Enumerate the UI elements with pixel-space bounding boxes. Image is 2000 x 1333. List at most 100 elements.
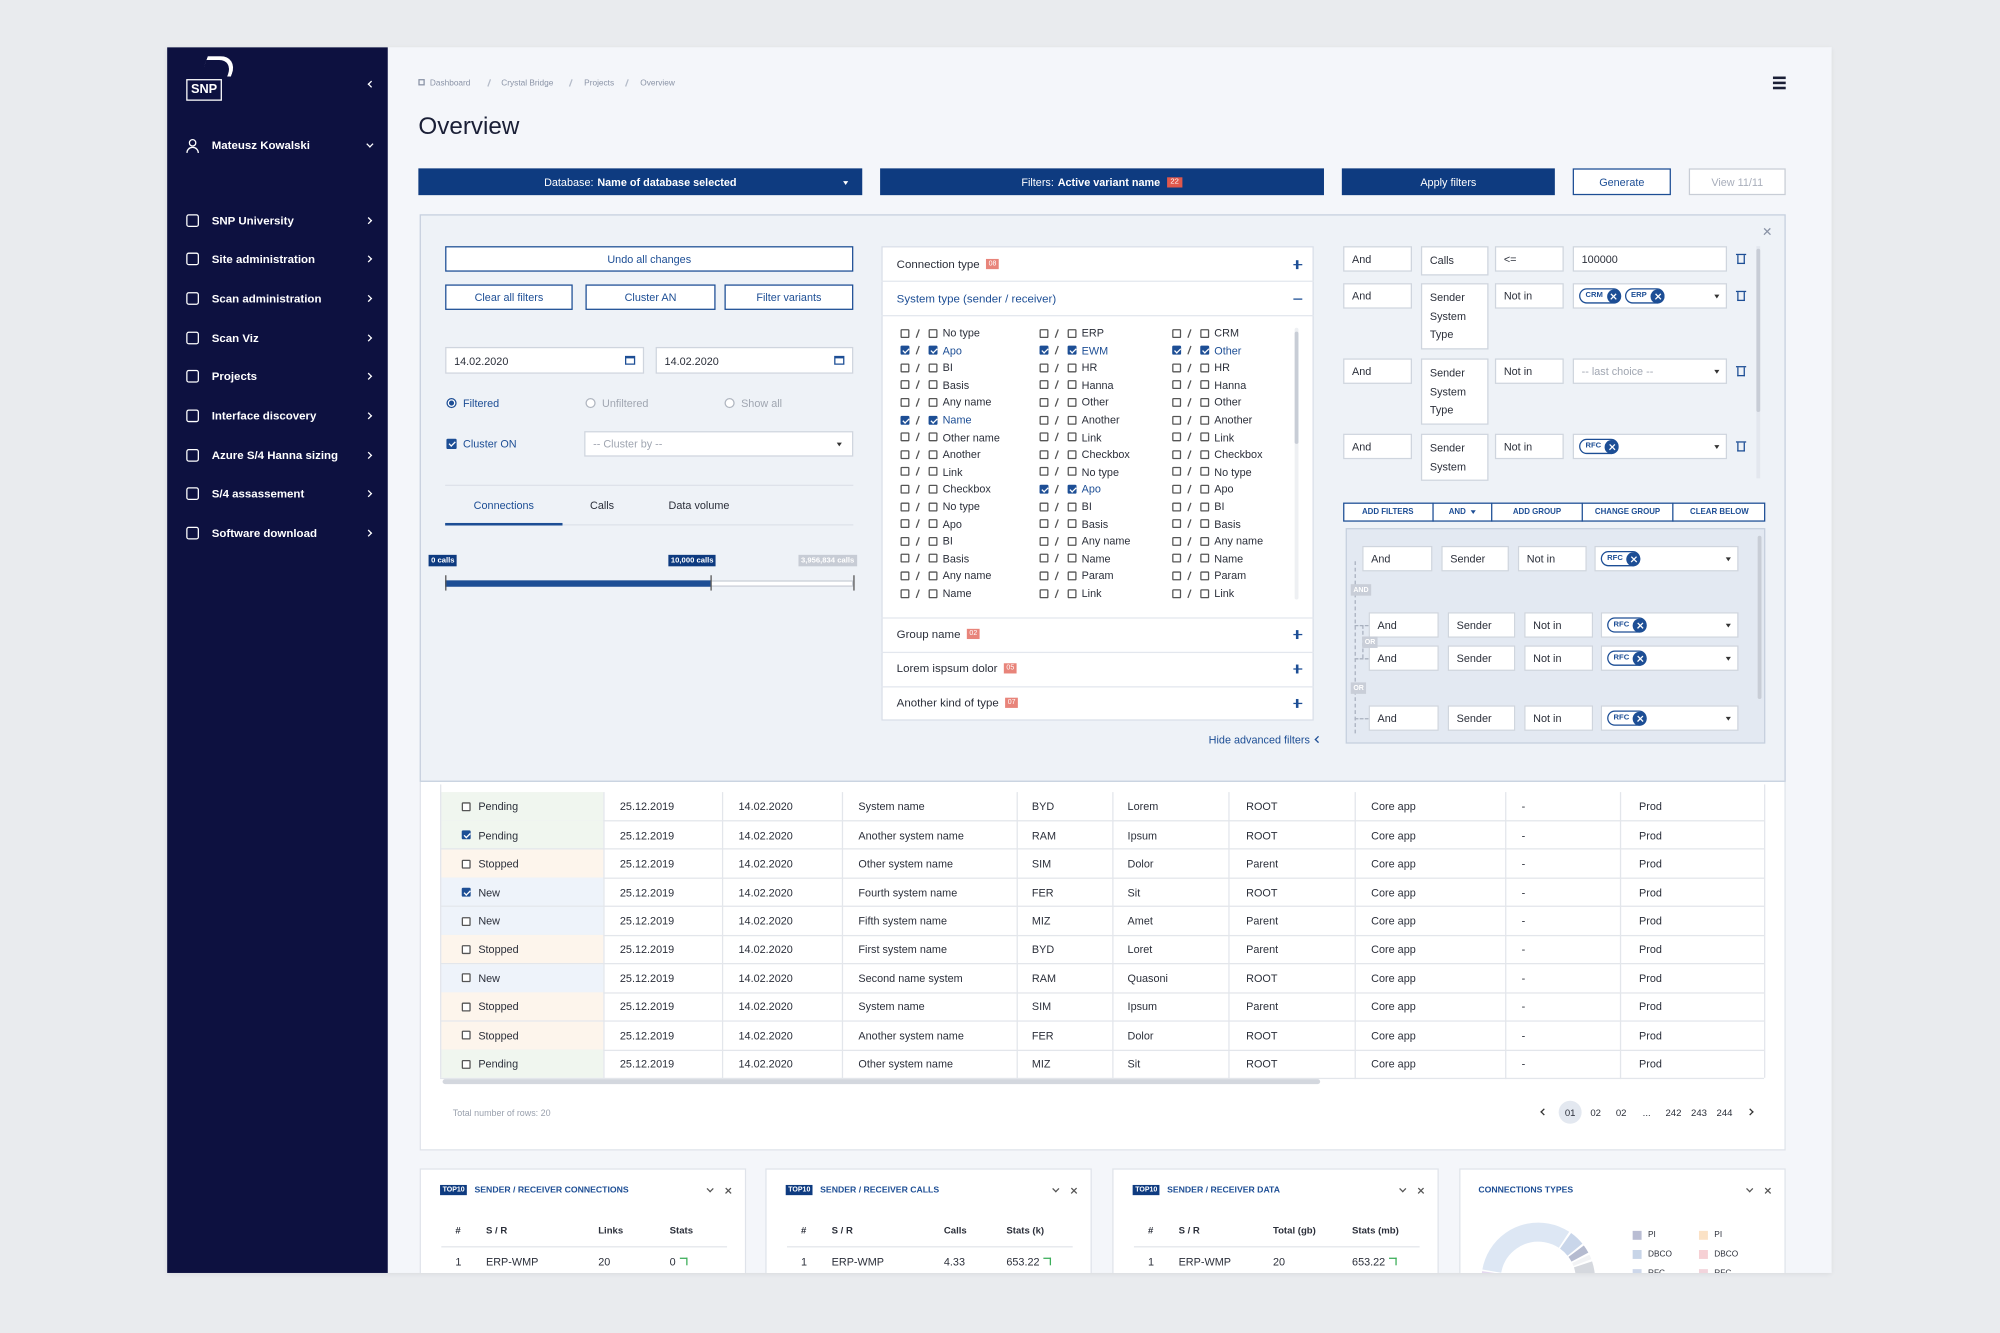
- checkbox[interactable]: [900, 380, 910, 390]
- checkbox[interactable]: [900, 484, 910, 494]
- menu-item[interactable]: Site administration: [211, 252, 316, 266]
- radio[interactable]: [585, 397, 596, 409]
- checkbox[interactable]: [900, 553, 910, 563]
- menu-item[interactable]: Scan Viz: [211, 331, 259, 345]
- undo-button[interactable]: Undo all changes: [445, 246, 854, 272]
- checkbox[interactable]: [1200, 553, 1210, 563]
- filter-action-button[interactable]: Filter variants: [724, 284, 854, 310]
- checkbox[interactable]: [928, 328, 938, 338]
- group-value[interactable]: RFC: [1600, 612, 1739, 638]
- rule-value[interactable]: CRM ERP: [1572, 283, 1728, 309]
- checkbox[interactable]: [1039, 432, 1049, 442]
- rule-join[interactable]: And: [1343, 433, 1412, 460]
- filter-action-button[interactable]: Cluster AN: [585, 284, 716, 310]
- group-operator[interactable]: Not in: [1517, 545, 1587, 572]
- filters-button[interactable]: Filters: Active variant name 22: [880, 168, 1324, 196]
- checkbox[interactable]: [928, 363, 938, 373]
- rule-field[interactable]: Sender System Type: [1420, 283, 1489, 349]
- checkbox[interactable]: [1200, 380, 1210, 390]
- checkbox[interactable]: [1039, 571, 1049, 581]
- checkbox[interactable]: [1200, 397, 1210, 407]
- rule-field[interactable]: Sender System Type: [1420, 358, 1489, 425]
- breadcrumb-item[interactable]: Overview: [640, 78, 675, 88]
- checkbox[interactable]: [900, 501, 910, 511]
- group-field[interactable]: Sender: [1447, 705, 1516, 731]
- checkbox[interactable]: [928, 536, 938, 546]
- menu-item[interactable]: Software download: [211, 526, 317, 540]
- rule-value[interactable]: -- last choice --: [1572, 358, 1728, 384]
- group-field[interactable]: Sender: [1447, 612, 1516, 638]
- checkbox[interactable]: [900, 449, 910, 459]
- checkbox[interactable]: [1200, 432, 1210, 442]
- checkbox[interactable]: [928, 571, 938, 581]
- database-button[interactable]: Database: Name of database selected: [418, 168, 863, 196]
- group-join[interactable]: And: [1368, 612, 1439, 638]
- delete-icon[interactable]: [1737, 442, 1745, 452]
- filter-action-button[interactable]: Clear all filters: [445, 284, 573, 310]
- rule-operator[interactable]: Not in: [1494, 283, 1564, 309]
- checkbox[interactable]: [461, 1030, 471, 1040]
- menu-item[interactable]: Projects: [211, 369, 258, 383]
- group-value[interactable]: RFC: [1600, 705, 1739, 731]
- breadcrumb-item[interactable]: Crystal Bridge: [501, 78, 554, 88]
- page-link[interactable]: 02: [1590, 1106, 1601, 1118]
- tab[interactable]: Data volume: [668, 498, 730, 512]
- checkbox[interactable]: [1172, 380, 1182, 390]
- checkbox[interactable]: [461, 801, 471, 811]
- rule-join[interactable]: And: [1343, 358, 1412, 384]
- checkbox[interactable]: [1200, 484, 1210, 494]
- group-field[interactable]: Sender: [1441, 545, 1509, 572]
- checkbox[interactable]: [1172, 467, 1182, 477]
- page-link[interactable]: 01: [1564, 1106, 1576, 1118]
- checkbox[interactable]: [461, 916, 471, 926]
- checkbox[interactable]: [1172, 553, 1182, 563]
- checkbox[interactable]: [900, 363, 910, 373]
- breadcrumb-item[interactable]: Projects: [584, 78, 615, 88]
- rule-field[interactable]: Calls: [1420, 246, 1489, 275]
- rule-join[interactable]: And: [1343, 283, 1412, 309]
- checkbox[interactable]: [1067, 397, 1077, 407]
- checkbox[interactable]: [1172, 345, 1182, 355]
- checkbox[interactable]: [1039, 397, 1049, 407]
- generate-button[interactable]: Generate: [1572, 168, 1671, 196]
- checkbox[interactable]: [1172, 519, 1182, 529]
- checkbox[interactable]: [1172, 397, 1182, 407]
- checkbox[interactable]: [900, 328, 910, 338]
- breadcrumb-item[interactable]: Dashboard: [429, 78, 471, 88]
- group-field[interactable]: Sender: [1447, 645, 1516, 671]
- checkbox[interactable]: [1039, 536, 1049, 546]
- list-scroll-thumb[interactable]: [1294, 331, 1299, 444]
- checkbox[interactable]: [446, 438, 457, 449]
- group-join[interactable]: And: [1368, 645, 1439, 671]
- checkbox[interactable]: [461, 1002, 471, 1012]
- group-join[interactable]: And: [1362, 545, 1433, 572]
- group-value[interactable]: RFC: [1594, 545, 1739, 572]
- table-scrollbar[interactable]: [442, 1079, 1321, 1085]
- checkbox[interactable]: [928, 449, 938, 459]
- menu-item[interactable]: SNP University: [211, 214, 294, 228]
- section-header[interactable]: System type (sender / receiver): [896, 291, 1057, 305]
- checkbox[interactable]: [1039, 588, 1049, 598]
- group-operator[interactable]: Not in: [1524, 705, 1594, 731]
- checkbox[interactable]: [928, 432, 938, 442]
- checkbox[interactable]: [1039, 345, 1049, 355]
- checkbox[interactable]: [461, 945, 471, 955]
- rule-operator[interactable]: Not in: [1494, 433, 1564, 460]
- delete-icon[interactable]: [1737, 255, 1745, 265]
- checkbox[interactable]: [461, 1059, 471, 1069]
- checkbox[interactable]: [1067, 363, 1077, 373]
- apply-button[interactable]: Apply filters: [1341, 168, 1555, 196]
- menu-item[interactable]: Scan administration: [211, 292, 322, 305]
- checkbox[interactable]: [1200, 501, 1210, 511]
- checkbox[interactable]: [900, 519, 910, 529]
- checkbox[interactable]: [1172, 328, 1182, 338]
- checkbox[interactable]: [900, 345, 910, 355]
- checkbox[interactable]: [1172, 449, 1182, 459]
- checkbox[interactable]: [1200, 449, 1210, 459]
- tab[interactable]: Calls: [589, 498, 615, 512]
- checkbox[interactable]: [461, 973, 471, 983]
- checkbox[interactable]: [900, 397, 910, 407]
- checkbox[interactable]: [1067, 467, 1077, 477]
- checkbox[interactable]: [1067, 571, 1077, 581]
- checkbox[interactable]: [1067, 553, 1077, 563]
